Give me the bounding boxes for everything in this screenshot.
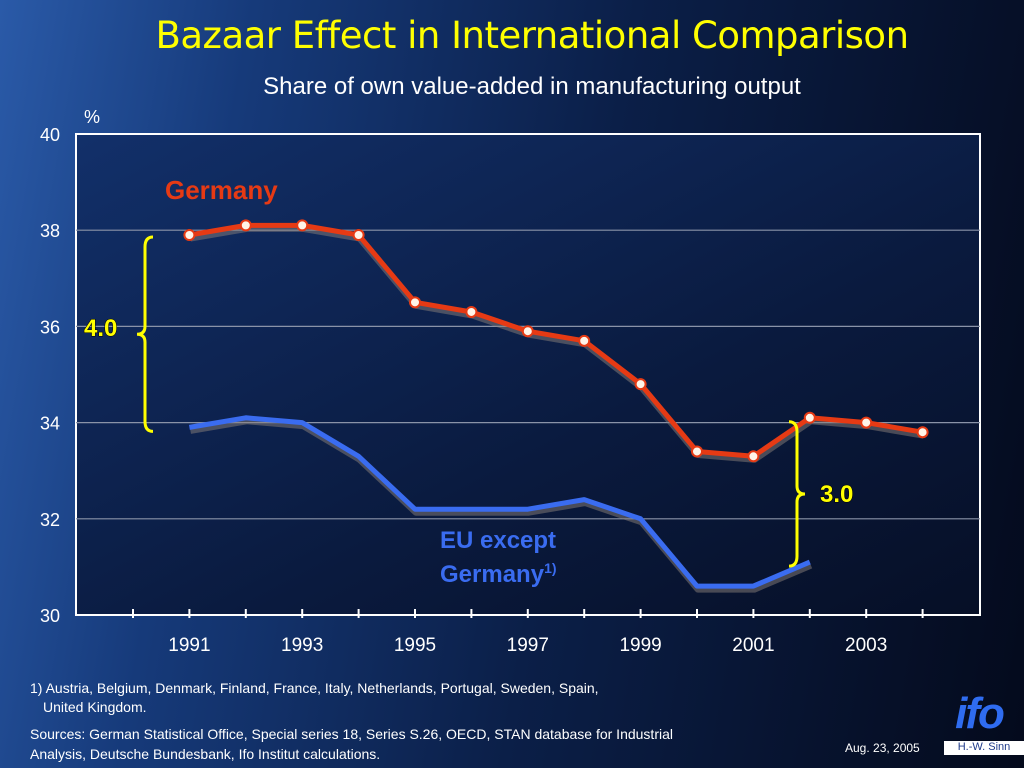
data-point	[239, 219, 252, 232]
series-shadow	[189, 417, 813, 593]
footnote-countries: 1) Austria, Belgium, Denmark, Finland, F…	[30, 680, 599, 696]
data-point	[634, 378, 647, 391]
data-point	[860, 416, 873, 429]
date-stamp: Aug. 23, 2005	[845, 741, 920, 755]
data-point	[296, 219, 309, 232]
page-title: Bazaar Effect in International Compariso…	[155, 14, 909, 57]
svg-text:ifo: ifo	[955, 690, 1004, 732]
annotation-gap-1991: 4.0	[84, 315, 117, 342]
sources-line-1: Sources: German Statistical Office, Spec…	[30, 726, 673, 742]
x-tick-label-1999: 1999	[619, 635, 661, 656]
data-point	[578, 334, 591, 347]
x-tick-label-1995: 1995	[394, 635, 436, 656]
footnote-countries-cont: United Kingdom.	[43, 699, 147, 715]
annotations: 4.0 3.0	[84, 235, 854, 568]
ifo-logo: ifo	[955, 690, 1006, 732]
y-axis-unit: %	[84, 107, 100, 127]
x-tick-label-1993: 1993	[281, 635, 323, 656]
sources-line-2: Analysis, Deutsche Bundesbank, Ifo Insti…	[30, 746, 381, 762]
y-tick-label-36: 36	[40, 317, 60, 337]
series-line-eu	[188, 415, 811, 589]
y-tick-label-30: 30	[40, 606, 60, 626]
y-tick-label-38: 38	[40, 221, 60, 241]
x-tick-label-1991: 1991	[168, 635, 210, 656]
series-line-germany	[188, 222, 924, 459]
y-tick-label-32: 32	[40, 510, 60, 530]
data-point	[691, 445, 703, 458]
author-label: H.-W. Sinn	[944, 741, 1024, 755]
series-label-germany: Germany	[165, 175, 278, 205]
data-point	[409, 296, 421, 309]
x-tick-label-2003: 2003	[845, 635, 887, 656]
data-point	[465, 305, 478, 318]
data-point	[803, 411, 816, 424]
x-axis-ticks: 1991 1993 1995 1997 1999 2001 2003	[132, 609, 924, 656]
series-lines	[183, 219, 929, 593]
chart-subtitle: Share of own value-added in manufacturin…	[263, 73, 801, 100]
data-point	[352, 229, 365, 242]
data-point	[747, 450, 760, 463]
series-label-eu: EU except Germany1)	[440, 527, 563, 588]
y-tick-label-34: 34	[40, 414, 60, 434]
annotation-gap-2002: 3.0	[820, 481, 853, 508]
plot-area	[75, 133, 981, 616]
data-point	[183, 229, 196, 242]
brace-gap-2002	[788, 420, 806, 568]
y-axis-ticks: 30 32 34 36 38 40	[40, 125, 60, 626]
x-tick-label-1997: 1997	[507, 635, 549, 656]
data-point	[916, 426, 929, 439]
data-point	[521, 325, 534, 338]
x-tick-label-2001: 2001	[732, 635, 774, 656]
brace-gap-1991	[136, 235, 154, 433]
series-shadow	[189, 224, 925, 463]
y-tick-label-40: 40	[40, 125, 60, 145]
